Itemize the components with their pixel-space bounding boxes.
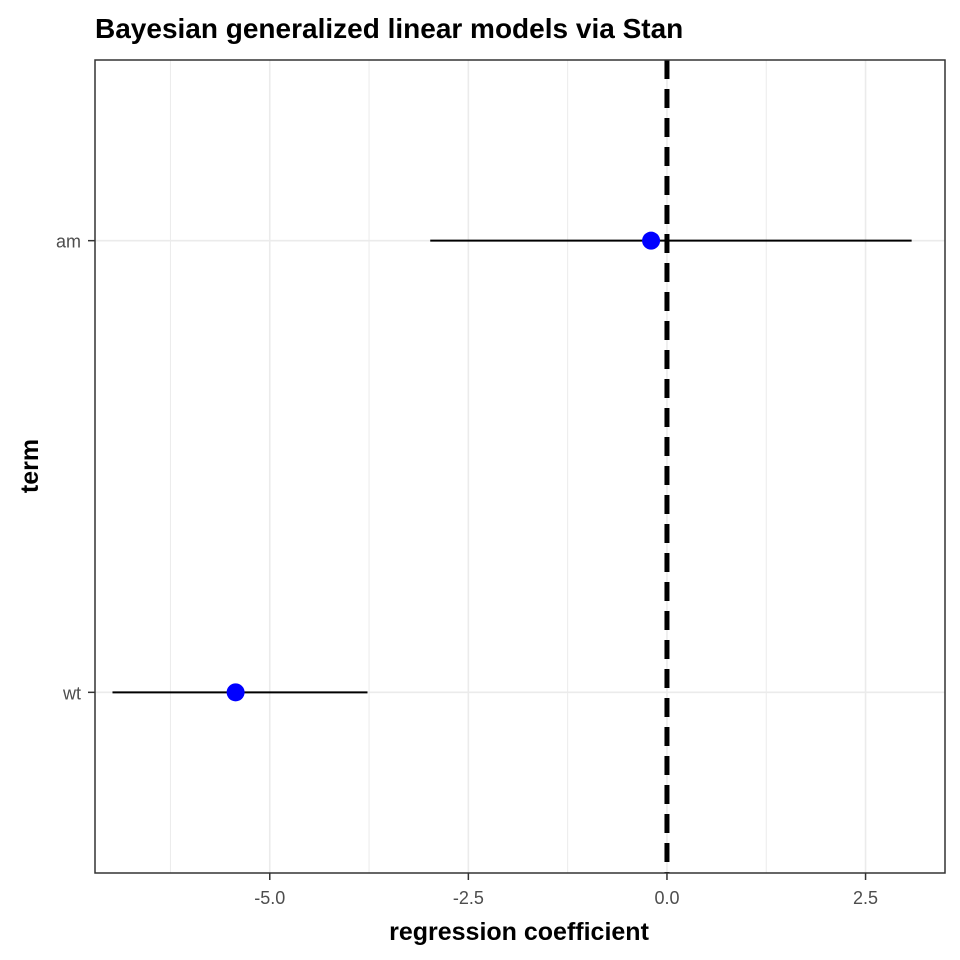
y-axis-ticks: wt am: [56, 232, 95, 703]
estimate-point-am: [642, 231, 661, 250]
x-axis-title: regression coefficient: [389, 918, 649, 946]
estimate-points: [226, 231, 661, 702]
interval-lines: [112, 239, 912, 694]
panel-border: [94, 59, 946, 874]
x-tick-label: 2.5: [853, 888, 878, 908]
x-axis-ticks: -5.0 -2.5 0.0 2.5: [254, 873, 878, 908]
x-tick-label: 0.0: [654, 888, 679, 908]
major-gridlines: [95, 60, 945, 873]
estimate-point-wt: [226, 683, 245, 702]
minor-gridlines: [169, 60, 767, 873]
x-tick-label: -2.5: [453, 888, 484, 908]
x-tick-label: -5.0: [254, 888, 285, 908]
chart-title: Bayesian generalized linear models via S…: [95, 13, 683, 44]
y-tick-label: am: [56, 232, 81, 252]
y-axis-title: term: [16, 439, 44, 493]
y-tick-label: wt: [62, 683, 81, 703]
